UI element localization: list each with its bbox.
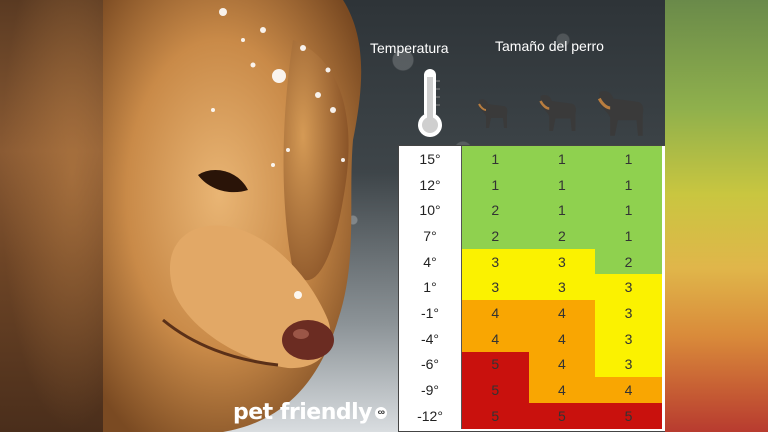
dog-snow-photo: Temperatura Tamaño del perro 15° 1 1 1 12° 1 1…	[103, 0, 665, 432]
cold-risk-table: 15° 1 1 1 12° 1 1 1 10° 2 1 1 7° 2 2 1 4° 3 3 2 1° 3 3 3 -1° 4 4 3-…	[398, 145, 665, 432]
risk-cell: 3	[528, 274, 596, 301]
temperature-cell: 4°	[399, 248, 462, 275]
risk-cell: 3	[595, 274, 662, 301]
risk-cell: 3	[595, 325, 662, 352]
temperature-cell: -6°	[399, 351, 462, 378]
risk-cell: 2	[595, 248, 662, 275]
table-row: 10° 2 1 1	[399, 197, 665, 224]
temperature-cell: -1°	[399, 300, 462, 326]
table-row: -4° 4 4 3	[399, 325, 665, 352]
risk-cell: 3	[528, 248, 596, 275]
large-dog-icon	[597, 91, 644, 136]
table-row: 4° 3 3 2	[399, 248, 665, 275]
table-row: -9° 5 4 4	[399, 377, 665, 403]
risk-cell: 5	[462, 377, 529, 403]
risk-cell: 4	[462, 300, 529, 326]
risk-cell: 1	[595, 197, 662, 224]
risk-cell: 1	[462, 146, 529, 172]
risk-cell: 4	[528, 300, 596, 326]
table-row: -12° 5 5 5	[399, 402, 665, 429]
thermometer-icon	[418, 69, 442, 137]
risk-cell: 5	[595, 402, 662, 429]
temperature-cell: 12°	[399, 171, 462, 198]
small-dog-icon	[478, 99, 508, 128]
risk-cell: 2	[462, 223, 529, 249]
risk-cell: 4	[528, 325, 596, 352]
table-row: 1° 3 3 3	[399, 274, 665, 301]
risk-cell: 4	[595, 377, 662, 403]
blurred-right-panel	[665, 0, 768, 432]
risk-cell: 5	[462, 402, 529, 429]
temperature-cell: 15°	[399, 146, 462, 172]
risk-cell: 1	[462, 171, 529, 198]
risk-cell: 3	[595, 351, 662, 378]
risk-cell: 4	[528, 351, 596, 378]
risk-cell: 3	[595, 300, 662, 326]
temperature-cell: 7°	[399, 223, 462, 249]
medium-dog-icon	[539, 95, 576, 131]
risk-cell: 2	[528, 223, 596, 249]
golden-retriever-illustration	[103, 0, 362, 432]
table-row: -6° 5 4 3	[399, 351, 665, 378]
logo-text: pet friendly	[233, 400, 373, 425]
temperature-cell: -12°	[399, 402, 462, 429]
table-row: -1° 4 4 3	[399, 300, 665, 326]
risk-cell: 1	[528, 171, 596, 198]
temperature-header: Temperatura	[370, 40, 449, 56]
table-row: 15° 1 1 1	[399, 146, 665, 172]
logo-badge: co	[375, 407, 388, 419]
pet-friendly-logo: pet friendly co	[233, 400, 388, 425]
risk-cell: 2	[462, 197, 529, 224]
risk-cell: 4	[528, 377, 596, 403]
temperature-cell: -9°	[399, 377, 462, 403]
risk-cell: 3	[462, 248, 529, 275]
temperature-cell: 10°	[399, 197, 462, 224]
risk-cell: 5	[462, 351, 529, 378]
risk-cell: 3	[462, 274, 529, 301]
risk-cell: 1	[595, 171, 662, 198]
blurred-left-panel	[0, 0, 103, 432]
dog-size-header: Tamaño del perro	[495, 38, 604, 54]
risk-cell: 4	[462, 325, 529, 352]
risk-cell: 1	[528, 146, 596, 172]
risk-cell: 1	[528, 197, 596, 224]
table-row: 7° 2 2 1	[399, 223, 665, 249]
table-row: 12° 1 1 1	[399, 171, 665, 198]
risk-cell: 1	[595, 223, 662, 249]
risk-cell: 5	[528, 402, 596, 429]
temperature-cell: -4°	[399, 325, 462, 352]
temperature-cell: 1°	[399, 274, 462, 301]
risk-cell: 1	[595, 146, 662, 172]
